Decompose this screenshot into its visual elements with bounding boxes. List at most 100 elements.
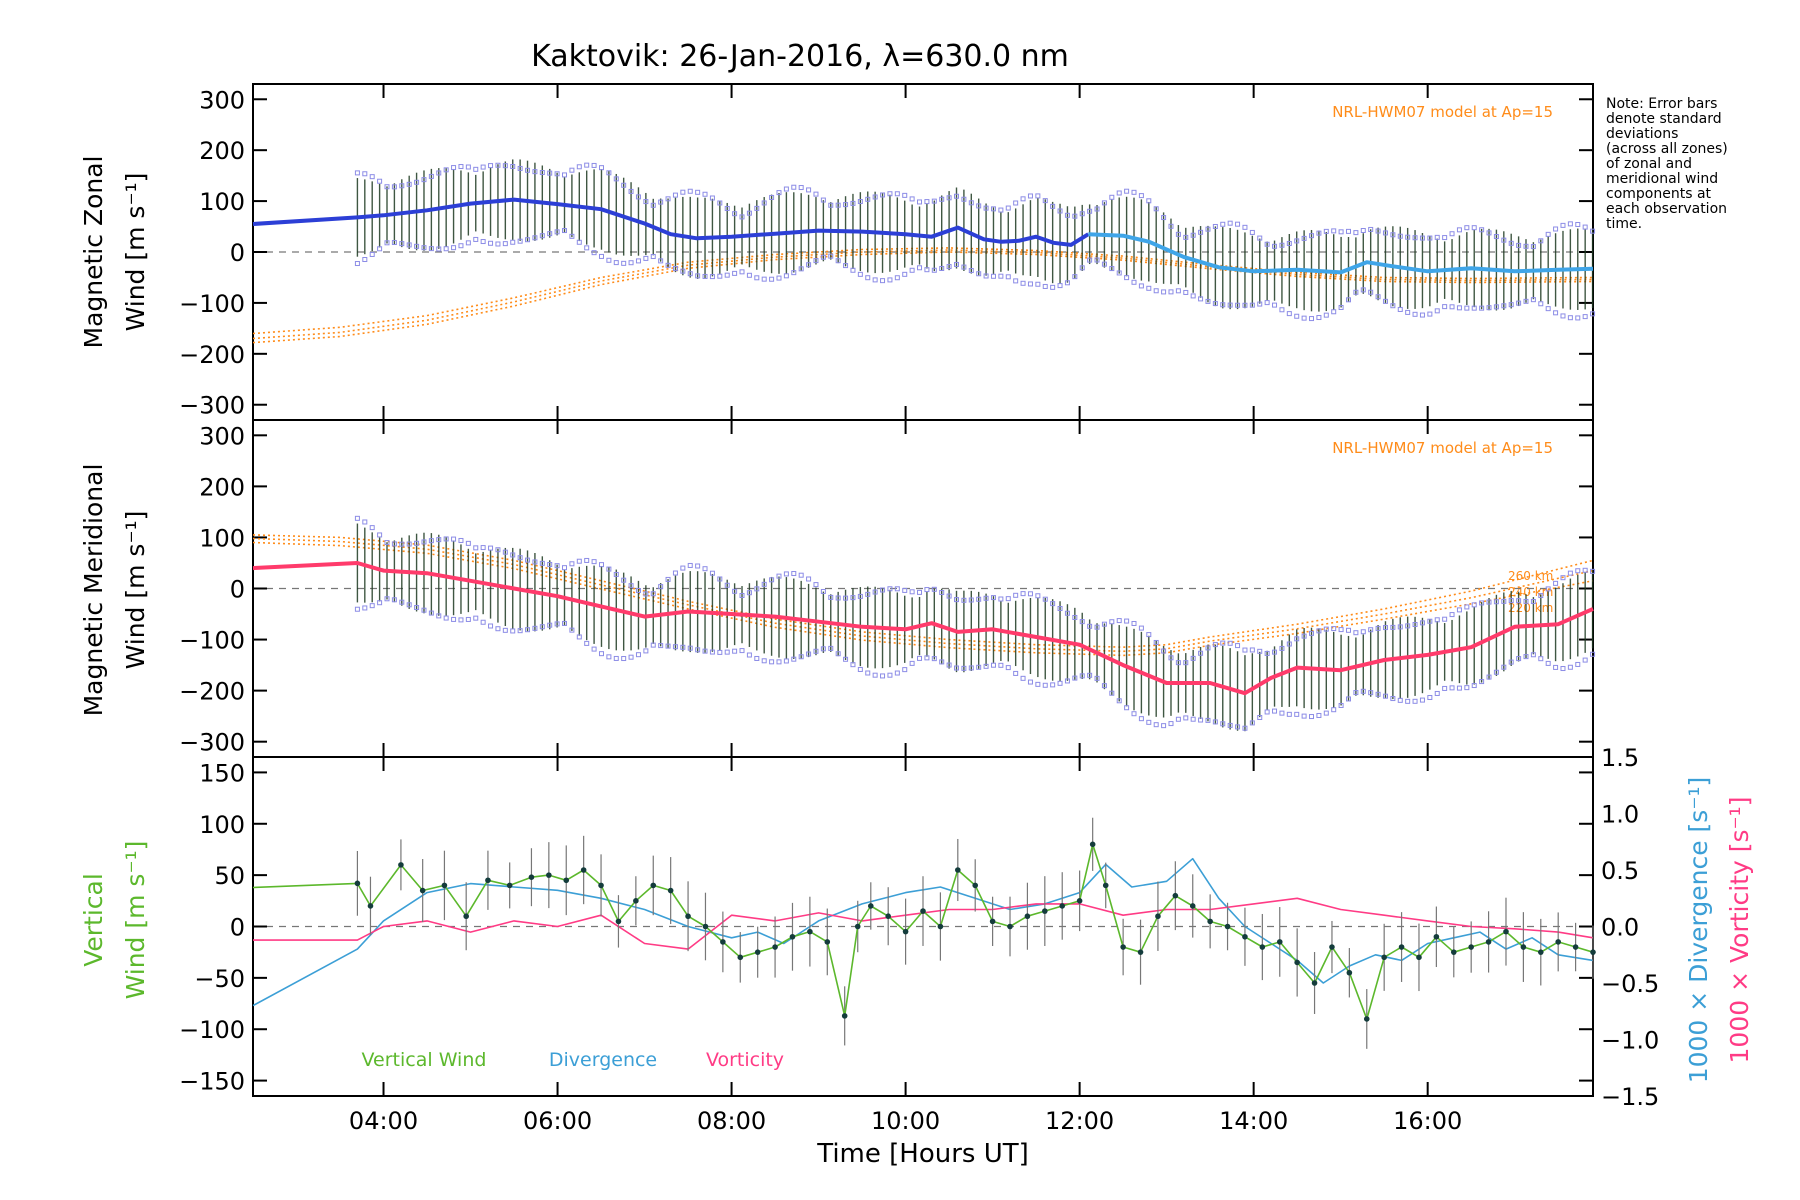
vertical-wind-point	[1024, 913, 1031, 920]
zone-sample-marker	[436, 537, 442, 543]
zone-sample-marker	[377, 178, 383, 184]
zone-sample-marker	[776, 275, 782, 281]
zone-sample-marker	[628, 188, 634, 194]
zone-sample-marker	[502, 549, 508, 555]
vertical-wind-point	[1224, 923, 1231, 930]
zone-sample-marker	[1035, 681, 1041, 687]
zone-sample-marker	[1471, 683, 1477, 689]
y-tick-label: −300	[179, 392, 245, 420]
zone-sample-marker	[628, 260, 634, 266]
zone-sample-marker	[1419, 235, 1425, 241]
zone-sample-marker	[754, 586, 760, 592]
zone-sample-marker	[391, 240, 397, 246]
zone-sample-marker	[1153, 206, 1159, 212]
zone-sample-marker	[1072, 213, 1078, 219]
zone-sample-marker	[547, 622, 553, 628]
zone-sample-marker	[1220, 640, 1226, 646]
zone-sample-marker	[1079, 211, 1085, 217]
zone-sample-marker	[1286, 240, 1292, 246]
zone-sample-marker	[983, 273, 989, 279]
chart-title: Kaktovik: 26-Jan-2016, λ=630.0 nm	[531, 39, 1069, 74]
zone-sample-marker	[1109, 619, 1115, 625]
zone-sample-marker	[547, 231, 553, 237]
zone-sample-marker	[813, 191, 819, 197]
zone-sample-marker	[783, 186, 789, 192]
zone-sample-marker	[1360, 227, 1366, 233]
zone-sample-marker	[887, 277, 893, 283]
vertical-wind-point	[754, 949, 761, 955]
zone-sample-marker	[1168, 721, 1174, 727]
zone-sample-marker	[1316, 628, 1322, 634]
zone-sample-marker	[1264, 650, 1270, 656]
vertical-wind-point	[615, 918, 622, 925]
zone-sample-marker	[968, 597, 974, 603]
zone-sample-marker	[1353, 690, 1359, 696]
zone-sample-marker	[1397, 233, 1403, 239]
zone-sample-marker	[1249, 647, 1255, 653]
zone-sample-marker	[1190, 293, 1196, 299]
zone-sample-marker	[525, 167, 531, 173]
zone-sample-marker	[798, 185, 804, 191]
zone-sample-marker	[554, 171, 560, 177]
vertical-wind-point	[1450, 949, 1457, 955]
zone-sample-marker	[1087, 257, 1093, 263]
y2-tick-label: −0.5	[1601, 970, 1659, 998]
y-tick-label: 100	[199, 188, 245, 216]
zone-sample-marker	[1227, 640, 1233, 646]
zone-sample-marker	[1190, 232, 1196, 238]
vorticity-line	[253, 897, 1594, 950]
zone-sample-marker	[576, 558, 582, 564]
zone-sample-marker	[1027, 679, 1033, 685]
zone-sample-marker	[1434, 308, 1440, 314]
y2-tick-label: 0.0	[1601, 914, 1639, 942]
vertical-wind-point	[1102, 882, 1109, 889]
zone-sample-marker	[488, 623, 494, 629]
zone-sample-marker	[917, 265, 923, 271]
zone-sample-marker	[946, 264, 952, 270]
zone-sample-marker	[1390, 303, 1396, 309]
zone-sample-marker	[976, 203, 982, 209]
zone-sample-marker	[1360, 688, 1366, 694]
zone-sample-marker	[791, 656, 797, 662]
zone-sample-marker	[724, 272, 730, 278]
zone-sample-marker	[746, 272, 752, 278]
zone-sample-marker	[473, 236, 479, 242]
zone-sample-marker	[1279, 710, 1285, 716]
zone-sample-marker	[1242, 725, 1248, 731]
zone-sample-marker	[584, 162, 590, 168]
vertical-wind-point	[598, 882, 604, 889]
zone-sample-marker	[1279, 645, 1285, 651]
zone-sample-marker	[813, 648, 819, 654]
zone-sample-marker	[1530, 244, 1536, 250]
zone-sample-marker	[1405, 623, 1411, 629]
zone-sample-marker	[1397, 697, 1403, 703]
zone-sample-marker	[1412, 311, 1418, 317]
zone-sample-marker	[1405, 698, 1411, 704]
zone-sample-marker	[1227, 302, 1233, 308]
zone-sample-marker	[1087, 208, 1093, 214]
zone-sample-marker	[576, 634, 582, 640]
zone-sample-marker	[828, 594, 834, 600]
zone-sample-marker	[1331, 309, 1337, 315]
zone-sample-marker	[354, 515, 360, 521]
zone-sample-marker	[510, 239, 516, 245]
zone-sample-marker	[709, 195, 715, 201]
zone-sample-marker	[1442, 304, 1448, 310]
zone-sample-marker	[495, 626, 501, 632]
vertical-wind-point	[1155, 913, 1161, 920]
zone-sample-marker	[1553, 310, 1559, 316]
zone-sample-marker	[1042, 198, 1048, 204]
zone-sample-marker	[828, 253, 834, 259]
zone-sample-marker	[1560, 222, 1566, 228]
zone-sample-marker	[621, 260, 627, 266]
zone-sample-marker	[650, 642, 656, 648]
zone-sample-marker	[709, 274, 715, 280]
zone-sample-marker	[1138, 283, 1144, 289]
zone-sample-marker	[746, 652, 752, 658]
zone-sample-marker	[1479, 227, 1485, 233]
zone-sample-marker	[687, 271, 693, 277]
vertical-wind-point	[1172, 892, 1179, 899]
zone-sample-marker	[672, 192, 678, 198]
vertical-wind-point	[563, 877, 570, 884]
zone-sample-marker	[1486, 599, 1492, 605]
